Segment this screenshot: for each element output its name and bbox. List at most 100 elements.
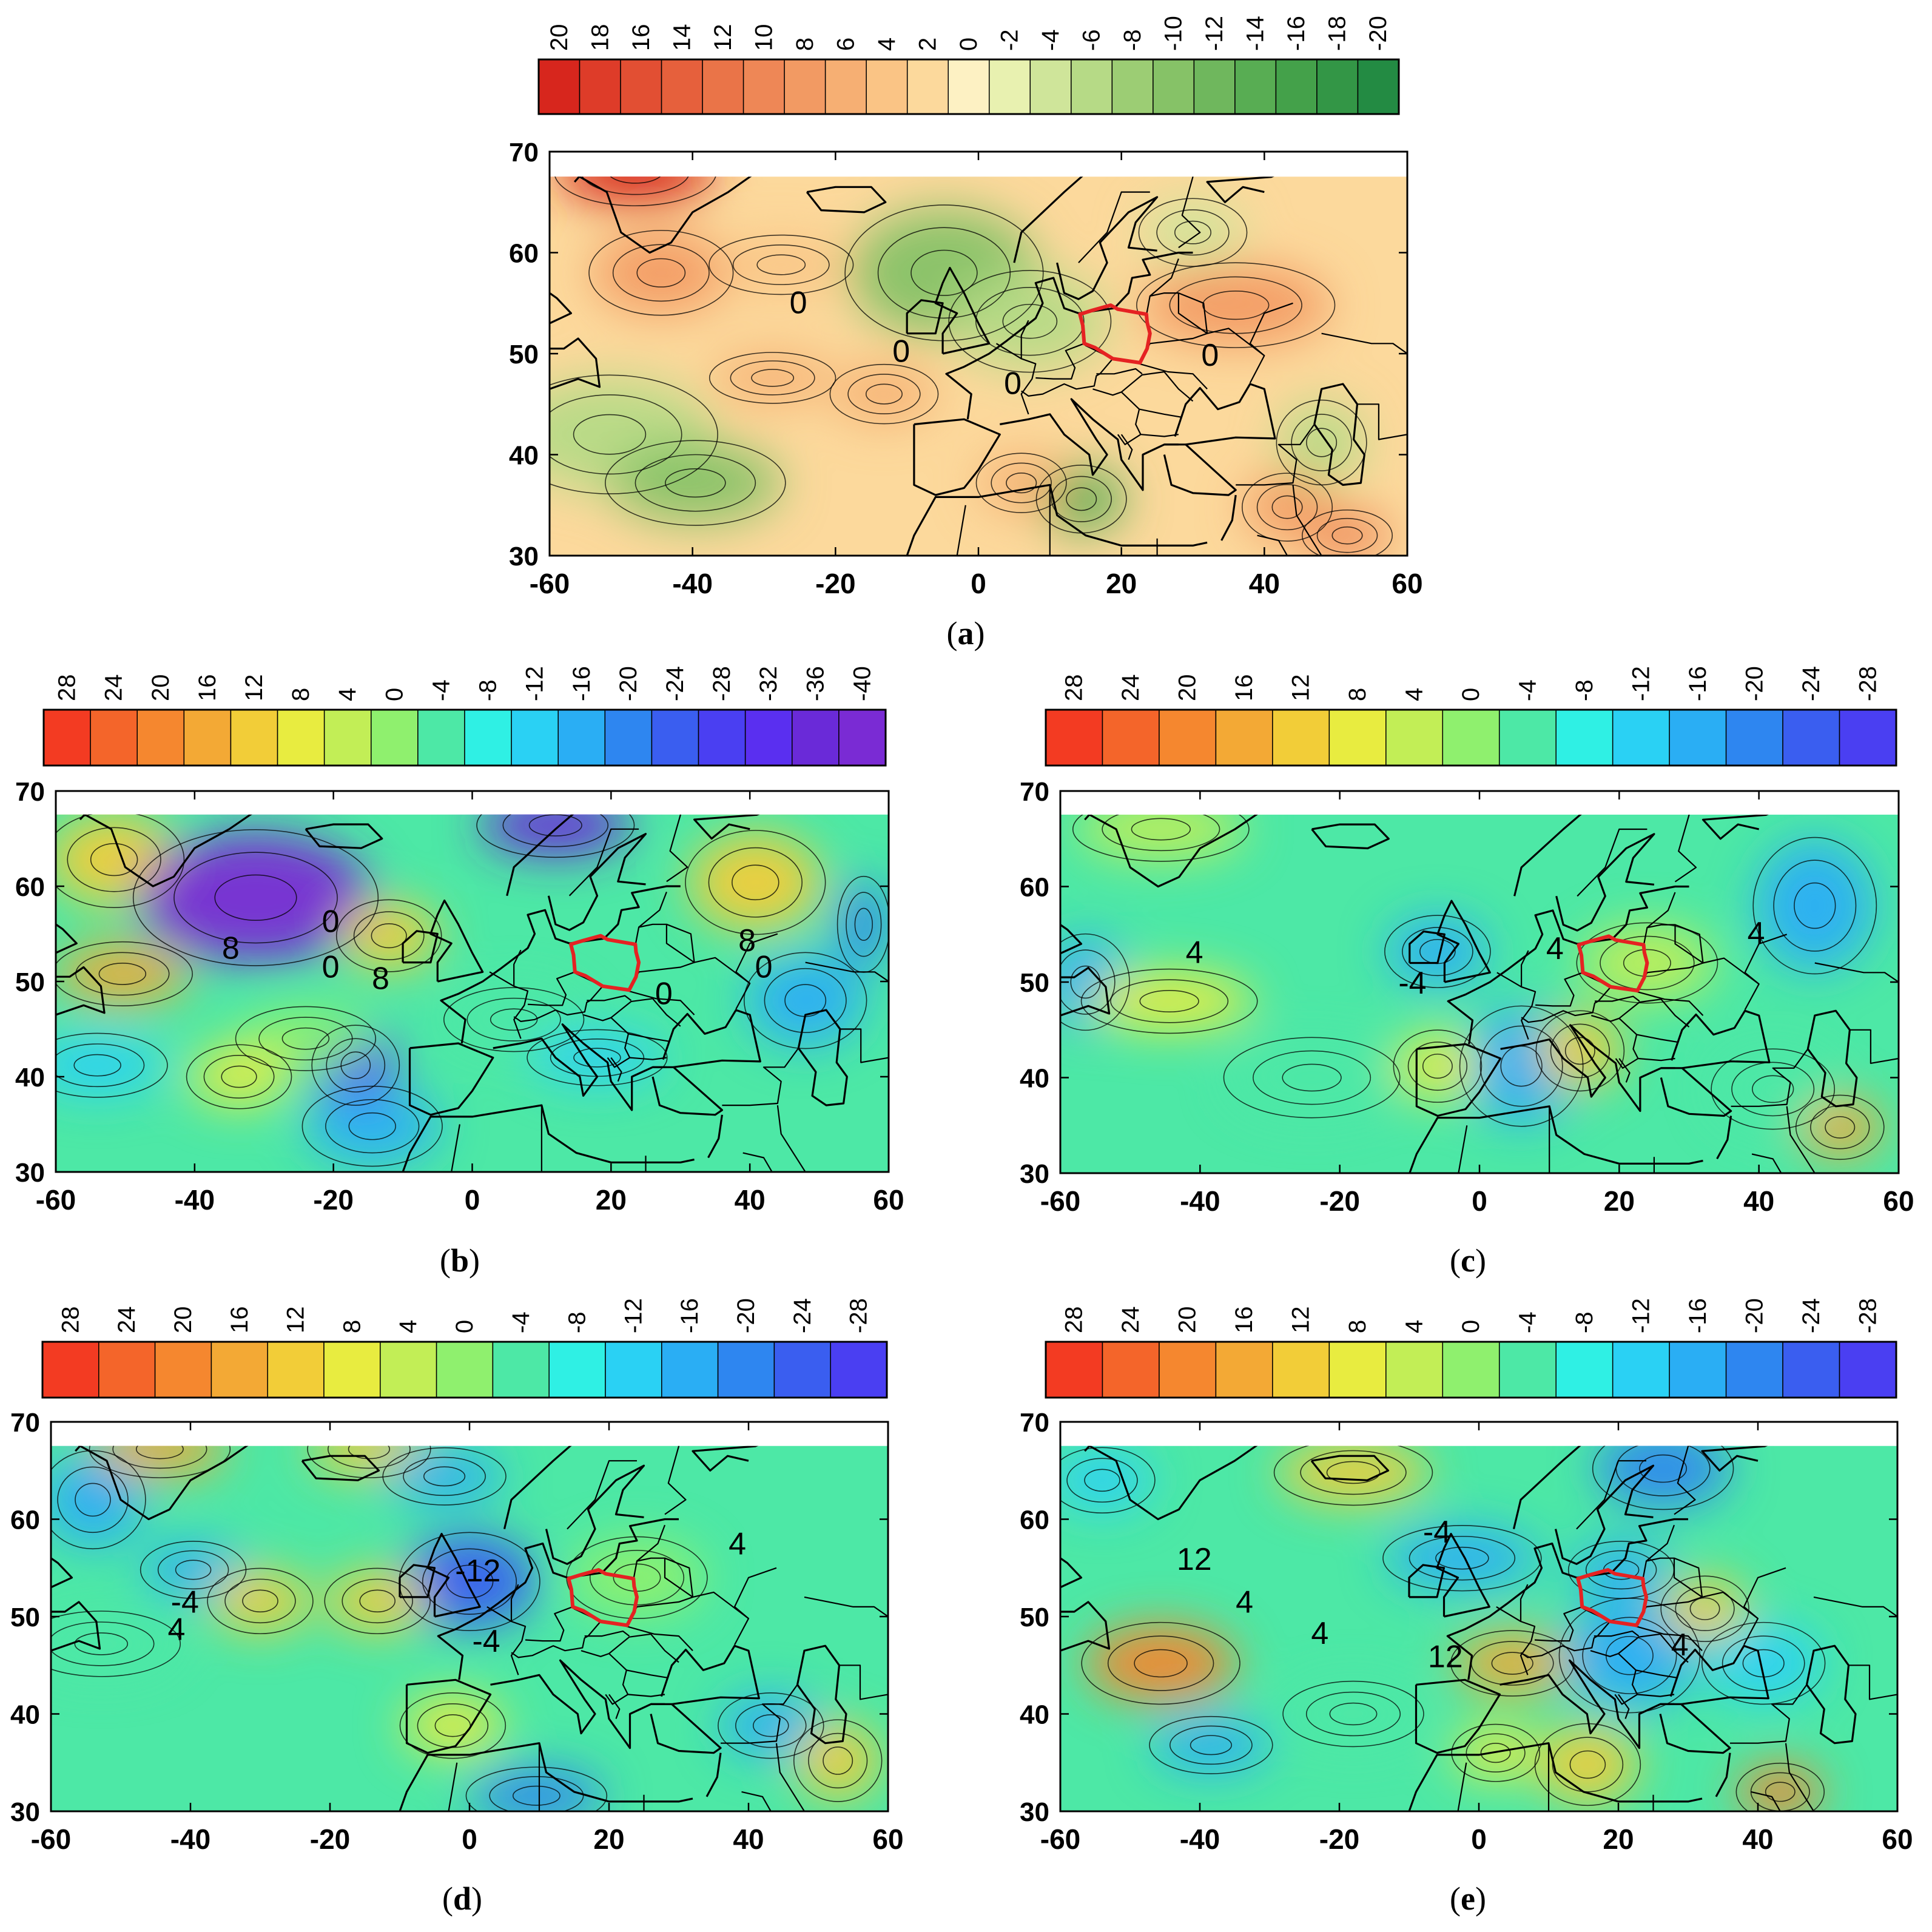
- coastline: [1513, 815, 1582, 897]
- coastline: [82, 814, 252, 887]
- coastline: [1701, 1446, 1768, 1472]
- y-tick-label: 50: [1020, 1603, 1049, 1632]
- coastline: [1554, 1464, 1655, 1565]
- field-anomaly-cell: [480, 814, 631, 856]
- contour-label: 0: [755, 950, 773, 985]
- country-border: [1744, 934, 1788, 985]
- country-border: [1675, 924, 1760, 1011]
- contour-line: [1422, 1053, 1453, 1079]
- colorbar-swatch: [1725, 1341, 1783, 1398]
- coastline: [662, 1009, 761, 1068]
- contour-line: [1765, 1782, 1796, 1802]
- colorbar-tick-label: 8: [792, 38, 818, 51]
- coastline: [1220, 494, 1237, 541]
- colorbar-swatch: [651, 709, 699, 766]
- contour-line: [1256, 483, 1318, 531]
- contour-line: [709, 352, 836, 404]
- coastline: [692, 1446, 758, 1472]
- colorbar-tick-label: 6: [832, 38, 859, 51]
- colorbar-tick-label: -20: [733, 1298, 759, 1333]
- colorbar-tick-label: 28: [1061, 675, 1088, 702]
- contour-line: [865, 383, 903, 405]
- contour-line: [57, 1466, 129, 1533]
- contour-line: [1564, 1037, 1595, 1065]
- contour-line: [1066, 1458, 1138, 1503]
- colorbar-tick-label: -24: [789, 1298, 816, 1333]
- colorbar-swatch: [1029, 59, 1072, 115]
- x-tick-label: -40: [175, 1184, 215, 1216]
- contour-line: [221, 1065, 257, 1088]
- contour-line: [1002, 303, 1058, 339]
- country-border: [742, 1152, 773, 1173]
- colorbar-tick-label: 16: [1231, 1307, 1257, 1334]
- panel-e: 28 24 20 16 12 8 4 0 -4 -8 -12 -16 -20 -24 -28124-4412…: [1020, 1298, 1913, 1917]
- contour-line: [1535, 1010, 1625, 1092]
- contour-line: [732, 864, 779, 901]
- contour-line: [1072, 815, 1250, 862]
- contour-line: [1660, 1575, 1749, 1642]
- coastline: [1436, 1533, 1490, 1618]
- contour-line: [1329, 1702, 1378, 1726]
- colorbar-swatch: [538, 59, 581, 115]
- country-border: [666, 923, 751, 1010]
- country-border: [721, 1684, 798, 1744]
- contour-line: [573, 1048, 621, 1068]
- coastline: [301, 1455, 380, 1481]
- colorbar-tick-label: -4: [1514, 1311, 1541, 1333]
- x-tick-label: -20: [313, 1184, 353, 1216]
- coastline: [1415, 1678, 1501, 1754]
- contour-line: [1139, 990, 1199, 1012]
- contour-line: [1110, 979, 1229, 1023]
- country-border: [1249, 302, 1293, 357]
- coastline: [1805, 1644, 1857, 1745]
- poland-outline: [1577, 934, 1649, 993]
- colorbar-tick-label: 4: [1401, 688, 1428, 701]
- colorbar-tick-label: -2: [997, 29, 1023, 51]
- panel-caption: (e): [1450, 1880, 1486, 1917]
- coastline: [56, 923, 78, 954]
- coastline: [1088, 1446, 1258, 1521]
- contour-line: [1407, 1042, 1468, 1091]
- colorbar-swatch: [511, 709, 559, 766]
- colorbar-swatch: [773, 1341, 831, 1398]
- x-tick-label: 20: [596, 1184, 627, 1216]
- y-tick-label: 40: [1020, 1700, 1049, 1730]
- colorbar-swatch: [742, 59, 785, 115]
- contour-line: [1795, 1094, 1885, 1160]
- coastline: [506, 814, 574, 897]
- colorbar-swatch: [1782, 1341, 1840, 1398]
- country-border: [804, 1596, 888, 1617]
- contour-line: [73, 1054, 121, 1077]
- colorbar-swatch: [744, 709, 793, 766]
- contour-line: [665, 468, 726, 498]
- contour-line: [636, 258, 686, 288]
- coastline: [1084, 1446, 1091, 1452]
- x-tick-label: -40: [1180, 1823, 1220, 1855]
- country-border: [451, 1124, 460, 1173]
- colorbar-swatch: [277, 709, 325, 766]
- colorbar-tick-label: 16: [628, 24, 655, 52]
- y-tick-label: 70: [1020, 1408, 1049, 1438]
- coastline: [399, 1564, 436, 1598]
- colorbar-swatch: [661, 1341, 719, 1398]
- contour-line: [610, 177, 661, 184]
- country-border: [1618, 1058, 1631, 1083]
- colorbar-swatch: [1215, 1341, 1273, 1398]
- coastline: [402, 930, 439, 964]
- contour-line: [910, 249, 978, 296]
- colorbar-tick-label: 16: [194, 675, 221, 702]
- country-border: [956, 505, 966, 556]
- contour-line: [353, 911, 425, 961]
- country-border: [568, 828, 639, 897]
- country-border: [1674, 1557, 1759, 1646]
- panel-b: 28 24 20 16 12 8 4 0 -4 -8 -12 -16 -20 -24 -28 -32 -36 -4…: [15, 666, 904, 1279]
- field-anomaly-cell: [559, 177, 712, 204]
- field-anomaly-cell: [139, 833, 372, 963]
- y-tick-label: 30: [509, 542, 539, 571]
- colorbar-swatch: [1839, 1341, 1897, 1398]
- contour-line: [1451, 1723, 1540, 1782]
- colorbar-tick-label: -4: [508, 1311, 534, 1333]
- colorbar-tick-label: -8: [564, 1311, 591, 1333]
- contour-line: [1409, 1535, 1516, 1581]
- panel-letter: c: [1461, 1242, 1475, 1279]
